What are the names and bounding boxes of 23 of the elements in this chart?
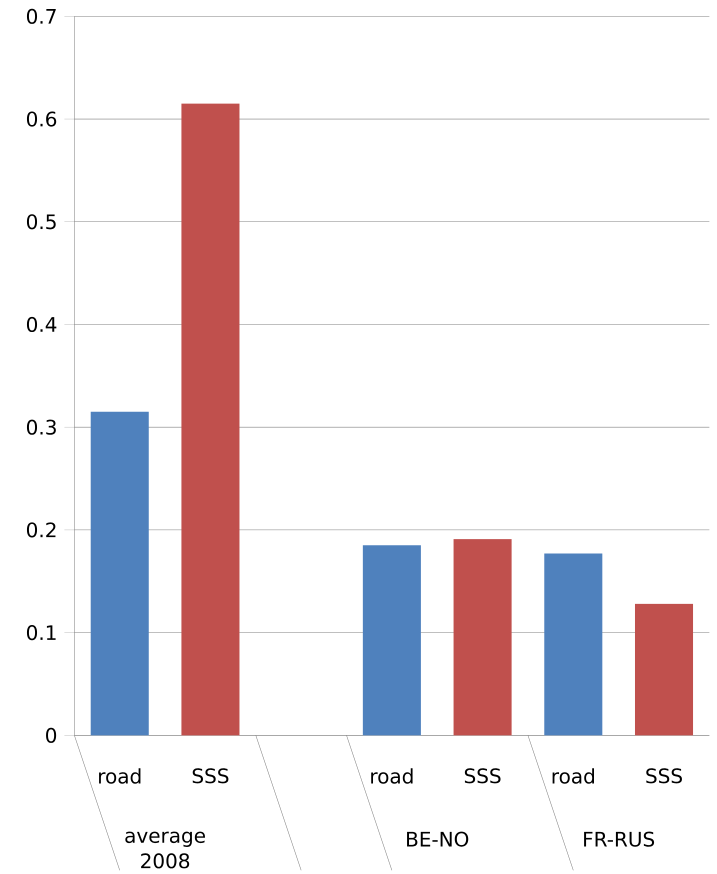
y-tick-label: 0.1 — [26, 625, 56, 640]
x-tick-label: road — [371, 768, 413, 784]
bar — [634, 604, 694, 736]
bar — [454, 539, 512, 736]
text: FR-RUS — [584, 832, 654, 847]
y-tick-label: 0.4 — [26, 316, 56, 332]
x-tick-label: road — [552, 768, 594, 784]
bar — [90, 412, 149, 736]
y-tick-label: 0.5 — [26, 214, 56, 230]
bar — [362, 545, 421, 736]
text: average 2008 — [125, 832, 205, 868]
y-tick-label: 0.7 — [26, 8, 56, 24]
x-tick-label: SSS — [646, 768, 682, 784]
x-tick-label: road — [99, 768, 140, 784]
y-tick-label: 0.3 — [26, 420, 56, 435]
x-tick-label: SSS — [464, 768, 501, 784]
bar — [544, 554, 602, 736]
y-tick-label: 0.2 — [26, 522, 56, 538]
x-tick-label: SSS — [192, 768, 228, 784]
bar — [181, 104, 240, 736]
text: BE-NO — [407, 832, 468, 847]
y-tick-label: 0 — [46, 728, 56, 743]
y-tick-label: 0.6 — [26, 111, 56, 127]
